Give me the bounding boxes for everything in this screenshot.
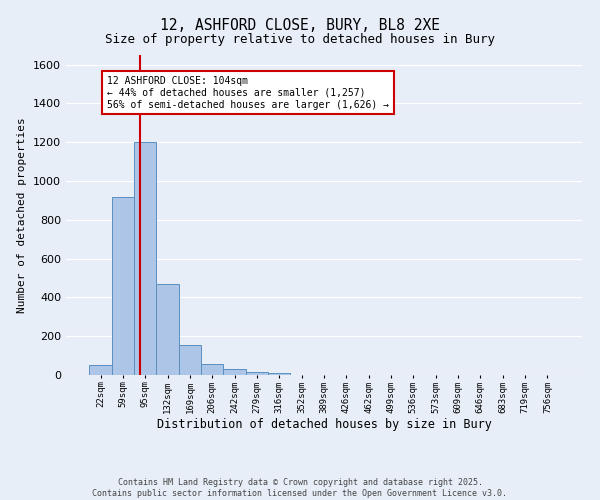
Bar xyxy=(157,284,179,375)
Bar xyxy=(201,364,223,375)
Bar xyxy=(268,373,290,375)
Bar xyxy=(112,196,134,375)
Bar xyxy=(134,142,157,375)
Text: Size of property relative to detached houses in Bury: Size of property relative to detached ho… xyxy=(105,32,495,46)
Bar xyxy=(223,369,246,375)
Text: Contains HM Land Registry data © Crown copyright and database right 2025.
Contai: Contains HM Land Registry data © Crown c… xyxy=(92,478,508,498)
Bar xyxy=(246,372,268,375)
Text: 12, ASHFORD CLOSE, BURY, BL8 2XE: 12, ASHFORD CLOSE, BURY, BL8 2XE xyxy=(160,18,440,32)
Y-axis label: Number of detached properties: Number of detached properties xyxy=(17,117,28,313)
Bar xyxy=(89,366,112,375)
Bar xyxy=(179,345,201,375)
Text: 12 ASHFORD CLOSE: 104sqm
← 44% of detached houses are smaller (1,257)
56% of sem: 12 ASHFORD CLOSE: 104sqm ← 44% of detach… xyxy=(107,76,389,110)
X-axis label: Distribution of detached houses by size in Bury: Distribution of detached houses by size … xyxy=(157,418,491,432)
